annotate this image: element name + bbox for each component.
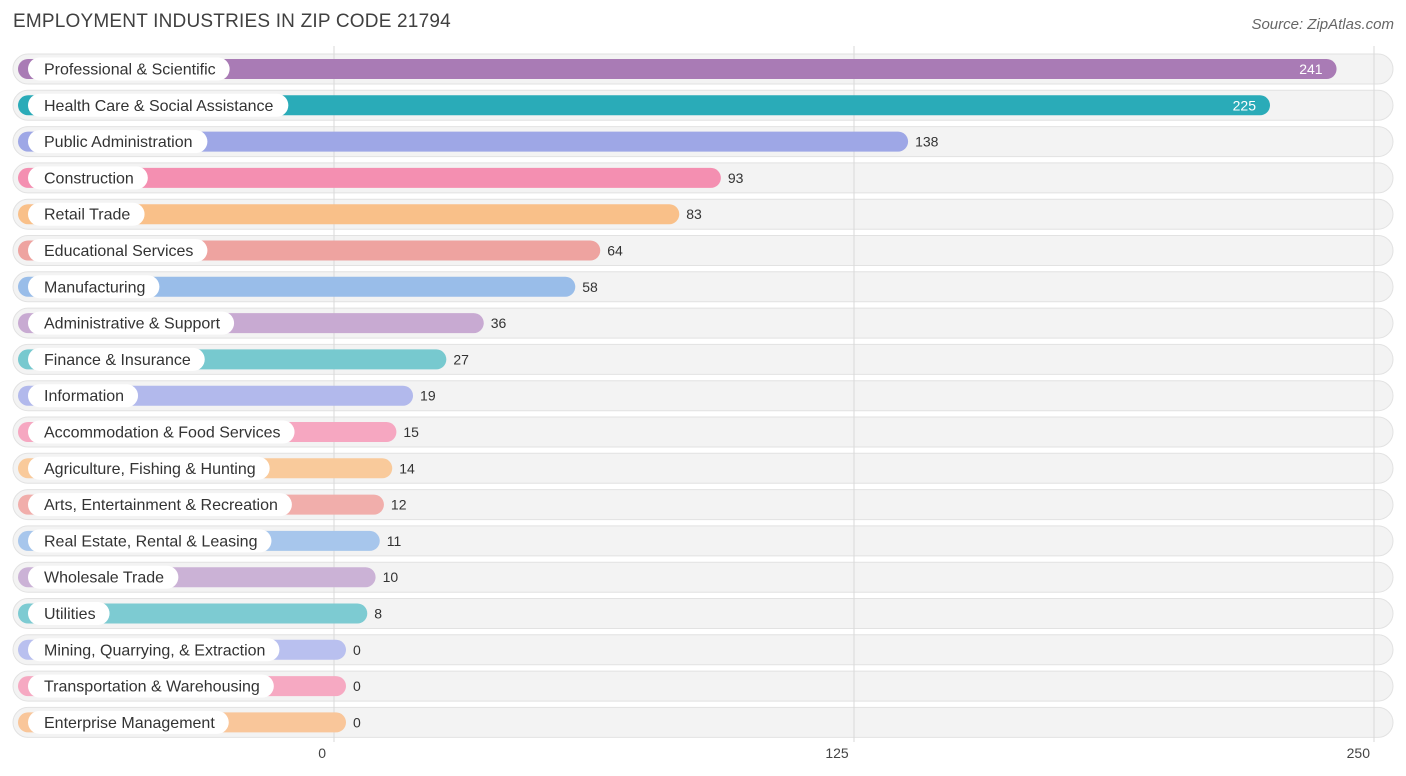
- value-label: 11: [387, 533, 402, 549]
- value-label: 0: [353, 642, 361, 658]
- bar: [18, 131, 909, 152]
- value-label: 36: [491, 315, 507, 331]
- value-label: 225: [1233, 97, 1257, 113]
- row-background: [12, 706, 1394, 738]
- category-label: Professional & Scientific: [44, 62, 216, 79]
- value-label: 27: [453, 351, 469, 367]
- value-label: 19: [420, 388, 436, 404]
- row-background: [12, 670, 1394, 702]
- category-label: Transportation & Warehousing: [44, 679, 260, 696]
- category-label: Real Estate, Rental & Leasing: [44, 533, 257, 550]
- category-label-pill: [28, 602, 110, 625]
- x-tick-label: 0: [318, 745, 326, 761]
- category-label: Educational Services: [44, 243, 193, 260]
- category-label: Arts, Entertainment & Recreation: [44, 497, 278, 514]
- value-label: 15: [403, 424, 419, 440]
- category-label: Retail Trade: [44, 207, 130, 224]
- category-label-pill: [28, 347, 205, 371]
- category-label: Accommodation & Food Services: [44, 425, 281, 442]
- category-label-pill: [28, 638, 280, 662]
- category-label-pill: [28, 674, 274, 698]
- category-label: Public Administration: [44, 134, 193, 151]
- value-label: 0: [353, 714, 361, 730]
- value-label: 93: [728, 170, 744, 186]
- category-label-pill: [28, 311, 235, 335]
- chart-title: EMPLOYMENT INDUSTRIES IN ZIP CODE 21794: [13, 11, 451, 32]
- category-label-pill: [28, 420, 295, 444]
- value-label: 64: [607, 243, 623, 259]
- category-label-pill: [28, 565, 179, 589]
- category-label-pill: [28, 166, 148, 190]
- category-label-pill: [28, 239, 208, 262]
- value-label: 0: [353, 678, 361, 694]
- category-label-pill: [28, 57, 230, 81]
- value-label: 241: [1299, 61, 1323, 77]
- x-tick-label: 125: [825, 745, 849, 761]
- category-label: Mining, Quarrying, & Extraction: [44, 642, 265, 659]
- value-label: 14: [399, 460, 415, 476]
- category-label: Administrative & Support: [44, 316, 221, 333]
- value-label: 83: [686, 206, 702, 222]
- bar: [18, 95, 1270, 116]
- value-label: 12: [391, 497, 407, 513]
- bar: [18, 204, 680, 225]
- category-label-pill: [28, 275, 160, 299]
- row-background: [12, 634, 1394, 666]
- category-label-pill: [28, 202, 145, 226]
- value-label: 8: [374, 606, 382, 622]
- value-label: 138: [915, 134, 939, 150]
- x-tick-label: 250: [1347, 745, 1371, 761]
- bar: [18, 59, 1337, 79]
- category-label-pill: [28, 456, 270, 480]
- category-label: Agriculture, Fishing & Hunting: [44, 461, 256, 478]
- chart-source: Source: ZipAtlas.com: [1251, 16, 1394, 33]
- category-label: Information: [44, 388, 124, 405]
- category-label: Finance & Insurance: [44, 352, 191, 369]
- category-label: Manufacturing: [44, 279, 145, 296]
- category-label-pill: [28, 710, 229, 734]
- category-label: Health Care & Social Assistance: [44, 98, 274, 115]
- category-label-pill: [28, 493, 292, 517]
- bar: [18, 167, 721, 188]
- category-label: Enterprise Management: [44, 715, 215, 732]
- category-label: Utilities: [44, 606, 96, 623]
- value-label: 10: [383, 569, 399, 585]
- category-label-pill: [28, 384, 139, 408]
- bars: Professional & Scientific 241 Health Care …: [18, 57, 1337, 734]
- category-label: Wholesale Trade: [44, 570, 164, 587]
- category-label-pill: [28, 529, 272, 553]
- value-label: 58: [582, 279, 598, 295]
- category-label-pill: [28, 130, 208, 154]
- category-label-pill: [28, 93, 289, 117]
- category-label: Construction: [44, 170, 134, 187]
